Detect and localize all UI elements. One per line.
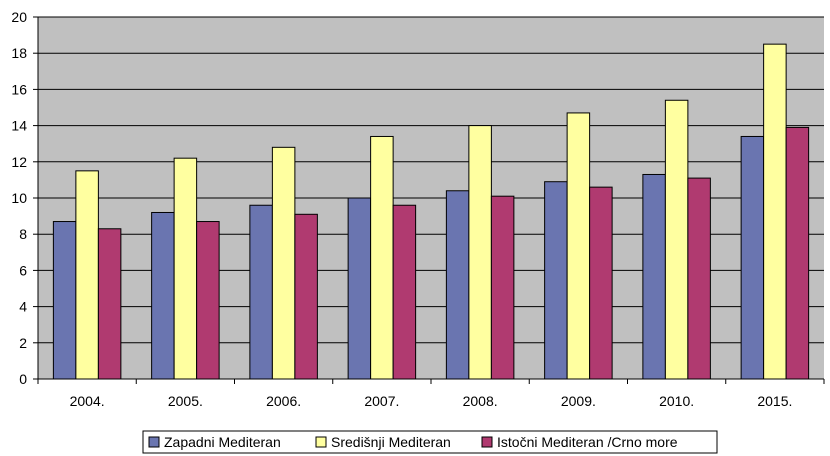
bar-2-5 <box>589 186 613 380</box>
bar-1-5 <box>566 112 591 380</box>
bar-1-2 <box>271 146 296 380</box>
bar-2-1 <box>196 221 220 380</box>
bar-0-6 <box>642 173 666 380</box>
bar-0-5 <box>544 181 568 380</box>
legend-label-0: Zapadni Mediteran <box>164 434 281 450</box>
x-axis-ticks: 2004. 2005. 2006. 2007. 2008. 2009. 2010. 2015. <box>37 379 825 409</box>
bar-1-4 <box>468 125 492 380</box>
bar-0-1 <box>151 211 175 380</box>
bar-2-7 <box>785 126 810 380</box>
x-tick-label-7: 2015. <box>757 393 792 409</box>
x-tick-label-0: 2004. <box>70 393 105 409</box>
bar-1-7 <box>763 43 787 380</box>
y-tick-label-8: 16 <box>11 81 27 97</box>
y-tick-label-9: 18 <box>11 45 27 61</box>
x-tick-label-1: 2005. <box>168 393 203 409</box>
legend-swatch-1 <box>315 436 327 448</box>
bar-1-1 <box>173 157 198 380</box>
y-tick-label-10: 20 <box>11 9 27 25</box>
bar-0-4 <box>445 190 470 380</box>
bar-1-3 <box>370 135 394 380</box>
y-tick-label-0: 0 <box>19 371 27 387</box>
legend-box <box>142 430 718 454</box>
legend-swatch-2 <box>481 436 493 448</box>
y-tick-label-4: 8 <box>19 226 27 242</box>
bars <box>52 43 810 380</box>
y-tick-label-5: 10 <box>11 190 27 206</box>
legend: Zapadni Mediteran Središnji Mediteran Isto… <box>142 430 718 454</box>
y-tick-label-7: 14 <box>11 118 27 134</box>
legend-label-1: Središnji Mediteran <box>331 434 451 450</box>
bar-0-2 <box>249 204 273 380</box>
bar-2-4 <box>490 195 515 380</box>
x-tick-label-6: 2010. <box>659 393 694 409</box>
y-tick-label-6: 12 <box>11 154 27 170</box>
x-tick-label-4: 2008. <box>463 393 498 409</box>
x-tick-label-5: 2009. <box>561 393 596 409</box>
bar-2-3 <box>392 204 417 380</box>
legend-label-2: Istočni Mediteran /Crno more <box>497 434 678 450</box>
x-tick-label-3: 2007. <box>364 393 399 409</box>
y-tick-label-3: 6 <box>19 262 27 278</box>
bar-0-0 <box>52 221 77 380</box>
bar-0-7 <box>740 135 765 380</box>
bar-2-0 <box>97 228 122 380</box>
bar-1-0 <box>75 170 99 380</box>
y-axis-ticks: 0 2 4 6 8 10 12 14 16 18 20 <box>11 9 38 387</box>
bar-1-6 <box>664 99 689 380</box>
x-tick-label-2: 2006. <box>266 393 301 409</box>
bar-2-2 <box>294 213 318 380</box>
bar-2-6 <box>687 177 711 380</box>
y-tick-label-1: 2 <box>19 335 27 351</box>
y-tick-label-2: 4 <box>19 299 27 315</box>
bar-0-3 <box>347 197 372 380</box>
legend-swatch-0 <box>148 436 160 448</box>
